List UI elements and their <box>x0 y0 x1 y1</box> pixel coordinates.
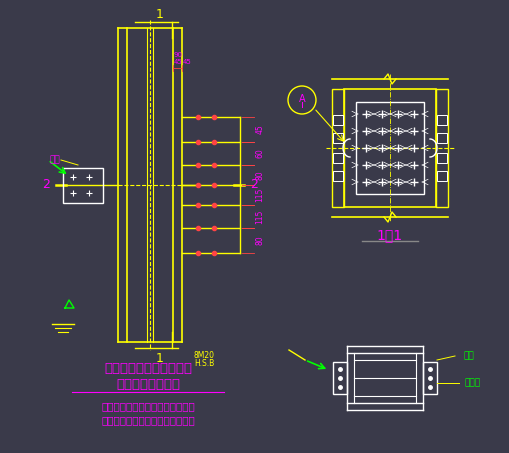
Bar <box>436 115 446 125</box>
Text: 45: 45 <box>255 125 264 135</box>
Text: 45: 45 <box>173 59 182 65</box>
Text: 1: 1 <box>156 8 163 20</box>
Bar <box>332 133 343 143</box>
Text: 耳板: 耳板 <box>49 155 60 164</box>
Text: 80: 80 <box>255 236 264 246</box>
Text: 80: 80 <box>255 170 264 180</box>
Bar <box>332 362 346 394</box>
Text: 90: 90 <box>173 52 182 58</box>
Text: 工字形截面柱的工地拼接: 工字形截面柱的工地拼接 <box>104 361 191 375</box>
Bar <box>344 89 435 207</box>
Text: 接，腹板采用摩擦型高强螺栓连接: 接，腹板采用摩擦型高强螺栓连接 <box>101 415 194 425</box>
Text: H.S.B: H.S.B <box>193 360 214 368</box>
Bar <box>436 171 446 181</box>
Bar <box>355 102 423 194</box>
Text: 115: 115 <box>255 188 264 202</box>
Bar <box>63 168 103 203</box>
Bar <box>436 133 446 143</box>
Bar <box>332 115 343 125</box>
Bar <box>422 362 436 394</box>
Text: 连接板: 连接板 <box>464 379 480 387</box>
Text: 8M20: 8M20 <box>193 351 214 360</box>
Text: A: A <box>298 94 305 104</box>
Text: 翼缘采用全熔透的坡口对接焊缝连: 翼缘采用全熔透的坡口对接焊缝连 <box>101 401 194 411</box>
Text: 及耳板的设置构造: 及耳板的设置构造 <box>116 377 180 390</box>
Text: 45: 45 <box>182 59 191 65</box>
Bar <box>332 171 343 181</box>
Bar <box>332 153 343 163</box>
Text: 60: 60 <box>255 149 264 159</box>
Text: 2: 2 <box>249 178 258 192</box>
Bar <box>331 89 344 207</box>
Bar <box>436 153 446 163</box>
Text: 1－1: 1－1 <box>376 228 402 242</box>
Text: 耳板: 耳板 <box>463 352 473 361</box>
Bar <box>435 89 447 207</box>
Text: 2: 2 <box>42 178 50 192</box>
Text: 1: 1 <box>156 352 163 365</box>
Text: 115: 115 <box>255 209 264 224</box>
